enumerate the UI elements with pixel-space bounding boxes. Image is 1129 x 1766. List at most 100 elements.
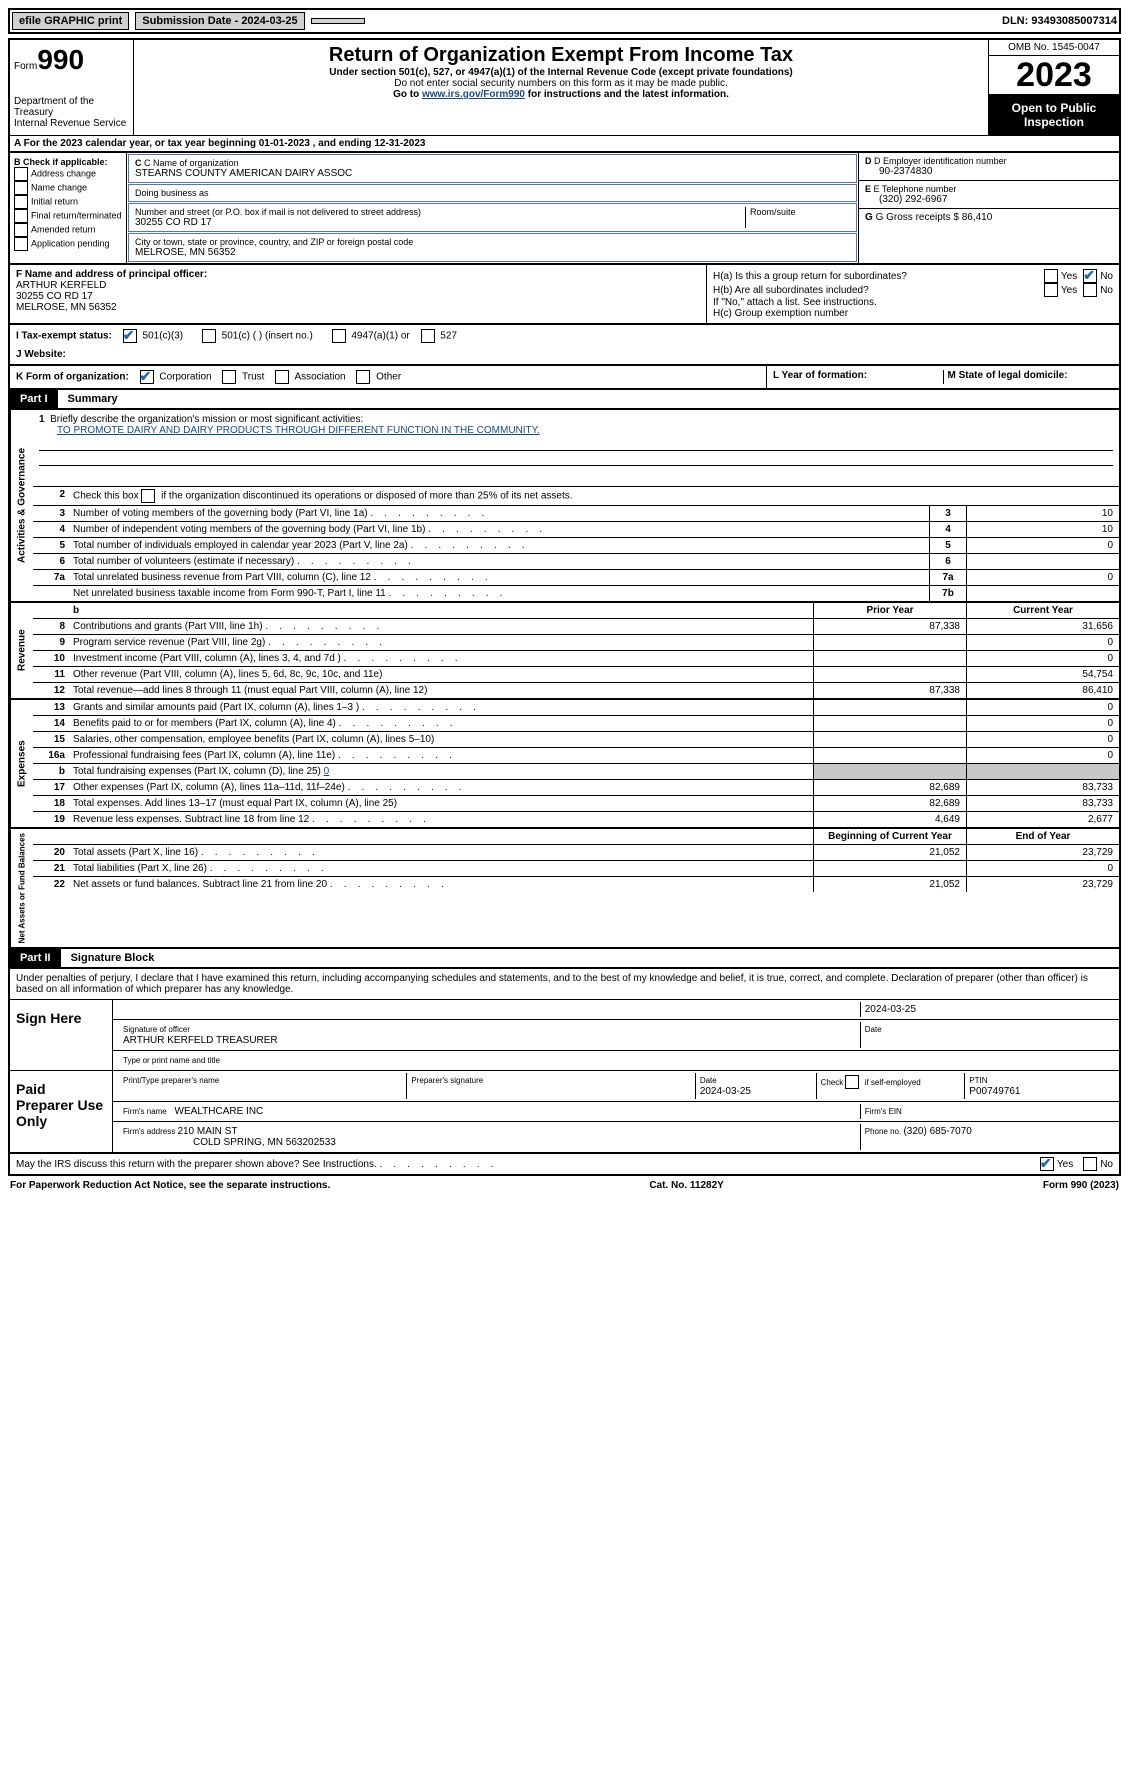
signature-section: Under penalties of perjury, I declare th… <box>8 969 1121 1154</box>
discuss-yes[interactable] <box>1040 1157 1054 1171</box>
gross-label: G G Gross receipts $ <box>865 212 962 223</box>
line19-curr: 2,677 <box>966 812 1119 827</box>
prep-name-label: Print/Type preparer's name <box>123 1076 219 1085</box>
line20-end: 23,729 <box>966 845 1119 860</box>
cb-trust[interactable] <box>222 370 236 384</box>
cb-initial-return[interactable]: Initial return <box>14 195 122 209</box>
officer-name: ARTHUR KERFELD <box>16 280 700 291</box>
summary-expenses: Expenses 13Grants and similar amounts pa… <box>8 700 1121 829</box>
efile-button[interactable]: efile GRAPHIC print <box>12 12 129 30</box>
line22-end: 23,729 <box>966 877 1119 892</box>
part1-title: Summary <box>58 390 128 408</box>
cb-501c3[interactable] <box>123 329 137 343</box>
cb-527[interactable] <box>421 329 435 343</box>
subtitle-2: Do not enter social security numbers on … <box>138 78 984 89</box>
discuss-no[interactable] <box>1083 1157 1097 1171</box>
line9: Program service revenue (Part VIII, line… <box>69 635 813 650</box>
omb-number: OMB No. 1545-0047 <box>989 40 1119 56</box>
sign-here-row: Sign Here 2024-03-25 Signature of office… <box>10 1000 1119 1071</box>
fh-row: F Name and address of principal officer:… <box>8 265 1121 325</box>
cb-name-change[interactable]: Name change <box>14 181 122 195</box>
hb-yes[interactable] <box>1044 283 1058 297</box>
sig-date: 2024-03-25 <box>865 1004 916 1015</box>
line12-prior: 87,338 <box>813 683 966 698</box>
f-label: F Name and address of principal officer: <box>16 269 700 280</box>
line17-prior: 82,689 <box>813 780 966 795</box>
cb-amended[interactable]: Amended return <box>14 223 122 237</box>
line13: Grants and similar amounts paid (Part IX… <box>69 700 813 715</box>
hb-no[interactable] <box>1083 283 1097 297</box>
part2-num: Part II <box>10 949 61 967</box>
sign-here-label: Sign Here <box>10 1000 113 1070</box>
line19-prior: 4,649 <box>813 812 966 827</box>
tel-label: E E Telephone number <box>865 184 1113 194</box>
sec-j: J Website: <box>16 349 1113 360</box>
main-title: Return of Organization Exempt From Incom… <box>138 44 984 67</box>
section-f: F Name and address of principal officer:… <box>10 265 707 323</box>
tel-value: (320) 292-6967 <box>865 194 1113 205</box>
cb-final-return[interactable]: Final return/terminated <box>14 209 122 223</box>
goto-post: for instructions and the latest informat… <box>525 89 729 100</box>
line8-prior: 87,338 <box>813 619 966 634</box>
line18-prior: 82,689 <box>813 796 966 811</box>
blank-button <box>311 18 365 24</box>
officer-sig-name: ARTHUR KERFELD TREASURER <box>123 1035 278 1046</box>
dln-label: DLN: 93493085007314 <box>1002 15 1117 27</box>
org-name-label: C C Name of organization <box>135 158 850 168</box>
irs-link[interactable]: www.irs.gov/Form990 <box>422 89 525 100</box>
cb-self-employed[interactable] <box>845 1075 859 1089</box>
part2-header: Part II Signature Block <box>8 949 1121 969</box>
section-c: C C Name of organization STEARNS COUNTY … <box>127 153 859 263</box>
paid-preparer-label: Paid Preparer Use Only <box>10 1071 113 1152</box>
submission-date-button[interactable]: Submission Date - 2024-03-25 <box>135 12 304 30</box>
discuss-dots <box>377 1159 494 1170</box>
firm-name-label: Firm's name <box>123 1107 169 1116</box>
mission-label: Briefly describe the organization's miss… <box>50 414 363 425</box>
goto-pre: Go to <box>393 89 422 100</box>
sec-k: K Form of organization: Corporation Trus… <box>10 366 767 388</box>
cb-discontinued[interactable] <box>141 489 155 503</box>
discuss-row: May the IRS discuss this return with the… <box>8 1154 1121 1176</box>
paid-preparer-row: Paid Preparer Use Only Print/Type prepar… <box>10 1071 1119 1152</box>
blank-line <box>39 468 1113 480</box>
open-inspection: Open to Public Inspection <box>989 95 1119 135</box>
firm-name: WEALTHCARE INC <box>175 1106 264 1117</box>
ptin-label: PTIN <box>969 1076 987 1085</box>
ha-no[interactable] <box>1083 269 1097 283</box>
mission-text: TO PROMOTE DAIRY AND DAIRY PRODUCTS THRO… <box>57 425 540 436</box>
dba-label: Doing business as <box>135 188 850 198</box>
row-i-j: I Tax-exempt status: 501(c)(3) 501(c) ( … <box>8 325 1121 366</box>
cb-application-pending[interactable]: Application pending <box>14 237 122 251</box>
line5-val: 0 <box>966 538 1119 553</box>
line7a: Total unrelated business revenue from Pa… <box>69 570 929 585</box>
firm-addr: 210 MAIN ST <box>177 1126 237 1137</box>
cb-4947[interactable] <box>332 329 346 343</box>
form-label: Form <box>14 61 37 72</box>
tab-netassets: Net Assets or Fund Balances <box>10 829 33 947</box>
line16a-curr: 0 <box>966 748 1119 763</box>
row-klm: K Form of organization: Corporation Trus… <box>8 366 1121 390</box>
line9-curr: 0 <box>966 635 1119 650</box>
line13-curr: 0 <box>966 700 1119 715</box>
line16a-prior <box>813 748 966 763</box>
cb-address-change[interactable]: Address change <box>14 167 122 181</box>
ha-yes[interactable] <box>1044 269 1058 283</box>
prep-date-label: Date <box>700 1076 717 1085</box>
line18: Total expenses. Add lines 13–17 (must eq… <box>69 796 813 811</box>
cb-other[interactable] <box>356 370 370 384</box>
line7a-val: 0 <box>966 570 1119 585</box>
section-b: B Check if applicable: Address change Na… <box>10 153 127 263</box>
line4-val: 10 <box>966 522 1119 537</box>
cb-corp[interactable] <box>140 370 154 384</box>
line20: Total assets (Part X, line 16) <box>69 845 813 860</box>
part2-title: Signature Block <box>61 949 165 967</box>
line2-text: Check this box if the organization disco… <box>69 487 1119 505</box>
cb-assoc[interactable] <box>275 370 289 384</box>
line21-beg <box>813 861 966 876</box>
ein-value: 90-2374830 <box>865 166 1113 177</box>
declaration-text: Under penalties of perjury, I declare th… <box>10 969 1119 1000</box>
cb-501c[interactable] <box>202 329 216 343</box>
ha-label: H(a) Is this a group return for subordin… <box>713 271 1044 282</box>
phone-value: (320) 685-7070 <box>903 1126 971 1137</box>
city-value: MELROSE, MN 56352 <box>135 247 850 258</box>
